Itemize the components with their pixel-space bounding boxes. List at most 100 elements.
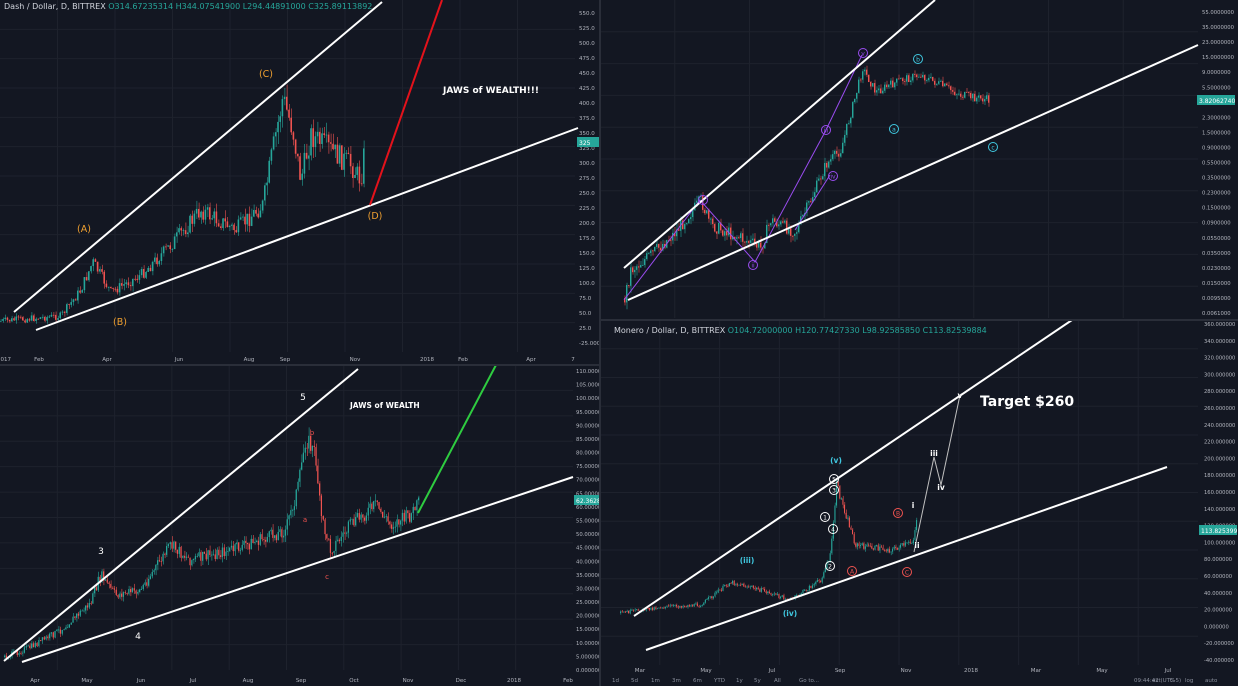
log-candle <box>968 92 970 93</box>
wealth-candle <box>340 536 342 541</box>
dash-y-tick-label: 300.0 <box>579 161 595 167</box>
log-candle <box>798 223 800 233</box>
log-y-tick-label: 35.0000000 <box>1202 25 1235 31</box>
log-candle <box>710 218 712 220</box>
wealth-y-tick-label: 0.000000 <box>576 668 600 674</box>
wealth-candle <box>373 501 375 510</box>
log-candle <box>874 83 876 93</box>
log-candle <box>892 80 894 88</box>
monero-candle <box>712 596 714 599</box>
dash-candle <box>303 152 306 174</box>
divider-right-horizontal <box>600 319 1238 321</box>
monero-toolbar-item: 3m <box>672 678 681 684</box>
dash-candle <box>79 290 81 293</box>
dash-candle <box>44 316 46 321</box>
monero-candle <box>722 585 724 591</box>
dash-projection-line <box>369 0 443 206</box>
wealth-candle <box>101 571 103 582</box>
log-candle <box>868 74 870 83</box>
log-candle <box>980 95 982 99</box>
log-candle <box>856 92 858 99</box>
wealth-candle <box>115 589 117 595</box>
log-candle <box>982 98 984 102</box>
wealth-x-tick-label: 2018 <box>507 678 521 684</box>
log-candle <box>748 241 750 243</box>
log-candle <box>916 74 918 78</box>
wealth-candle <box>113 588 115 590</box>
dash-candle <box>28 319 31 321</box>
dash-candle <box>24 320 26 323</box>
log-candle <box>814 192 816 198</box>
wealth-candle <box>337 539 339 541</box>
monero-candle <box>826 561 828 568</box>
dash-candle <box>286 96 288 110</box>
log-chart-panel[interactable]: 55.0000000 35.0000000 23.0000000 15.0000000… <box>600 0 1238 320</box>
monero-candle <box>772 594 773 596</box>
wealth-candle <box>119 593 121 598</box>
dash-candle <box>151 261 154 272</box>
dash-candle <box>248 213 251 226</box>
log-candle <box>904 80 906 82</box>
monero-candle <box>736 584 738 586</box>
monero-candle <box>738 584 740 586</box>
monero-x-tick-label: 2018 <box>964 668 978 674</box>
dash-x-tick-label: 2017 <box>0 357 11 363</box>
dash-candle <box>360 183 363 185</box>
dash-candle <box>123 284 125 286</box>
dash-candle <box>143 269 145 278</box>
dash-candle <box>127 282 130 286</box>
wealth-candle <box>398 519 400 525</box>
dash-candle <box>217 223 220 227</box>
dash-candle <box>96 261 99 272</box>
dash-candle <box>204 209 207 220</box>
dash-symbol[interactable]: Dash / Dollar, D, BITTREX <box>4 2 106 11</box>
log-candle <box>906 75 908 82</box>
dash-chart-panel[interactable]: 550.0 525.0 500.0 475.0 450.0 425.0 400.0 375.0… <box>0 0 600 365</box>
log-wave-label-ring <box>698 195 708 205</box>
wealth-candle <box>110 583 112 588</box>
wealth-y-tick-label: 110.000000 <box>576 369 600 375</box>
wealth-candle <box>209 550 211 555</box>
log-candle <box>846 123 848 135</box>
dash-y-tick-label: 275.0 <box>579 176 595 182</box>
wealth-candle <box>248 544 250 550</box>
wealth-x-tick-label: May <box>81 678 93 684</box>
log-candle <box>760 242 762 248</box>
dash-candle <box>264 185 266 201</box>
dash-candle <box>200 211 202 218</box>
monero-wave-label: B <box>896 511 900 518</box>
log-candle <box>922 75 924 78</box>
dash-candle <box>22 317 24 321</box>
monero-chart-panel[interactable]: 360.000000 340.000000 320.000000 300.000000… <box>600 320 1238 686</box>
monero-toolbar-item: 09:44:42 (UTC-5) <box>1134 678 1181 684</box>
monero-candle <box>871 546 873 549</box>
monero-candle <box>884 549 885 551</box>
dash-candle <box>332 143 334 150</box>
monero-candle <box>776 593 778 595</box>
log-wave-label-ring <box>913 54 923 64</box>
dash-candle <box>162 246 165 254</box>
monero-wave-label-ring <box>828 524 838 534</box>
wealth-candle <box>335 540 337 552</box>
monero-wave-label: 3 <box>832 488 836 495</box>
monero-wave-label-ring <box>847 566 857 576</box>
monero-candle <box>725 584 727 586</box>
wealth-candle <box>216 549 218 560</box>
log-candle <box>854 98 856 103</box>
monero-candle <box>839 486 841 499</box>
wealth-wave-label: 4 <box>135 632 141 642</box>
wealth-candle <box>184 555 186 558</box>
log-candle <box>828 161 830 168</box>
dash-candle <box>17 316 20 318</box>
monero-y-tick-label: 0.000000 <box>1204 624 1229 630</box>
dash-candle <box>294 139 297 154</box>
monero-symbol[interactable]: Monero / Dollar, D, BITTREX <box>614 326 726 335</box>
wealth-chart-panel[interactable]: 110.000000 105.000000 100.000000 95.000000 9… <box>0 365 600 686</box>
monero-candle <box>900 544 901 548</box>
log-wave-path <box>623 54 863 301</box>
dash-candle <box>147 267 149 272</box>
dash-candle <box>184 230 187 235</box>
dash-candle <box>191 215 193 224</box>
monero-candle <box>847 517 849 519</box>
dash-candle <box>63 311 66 313</box>
